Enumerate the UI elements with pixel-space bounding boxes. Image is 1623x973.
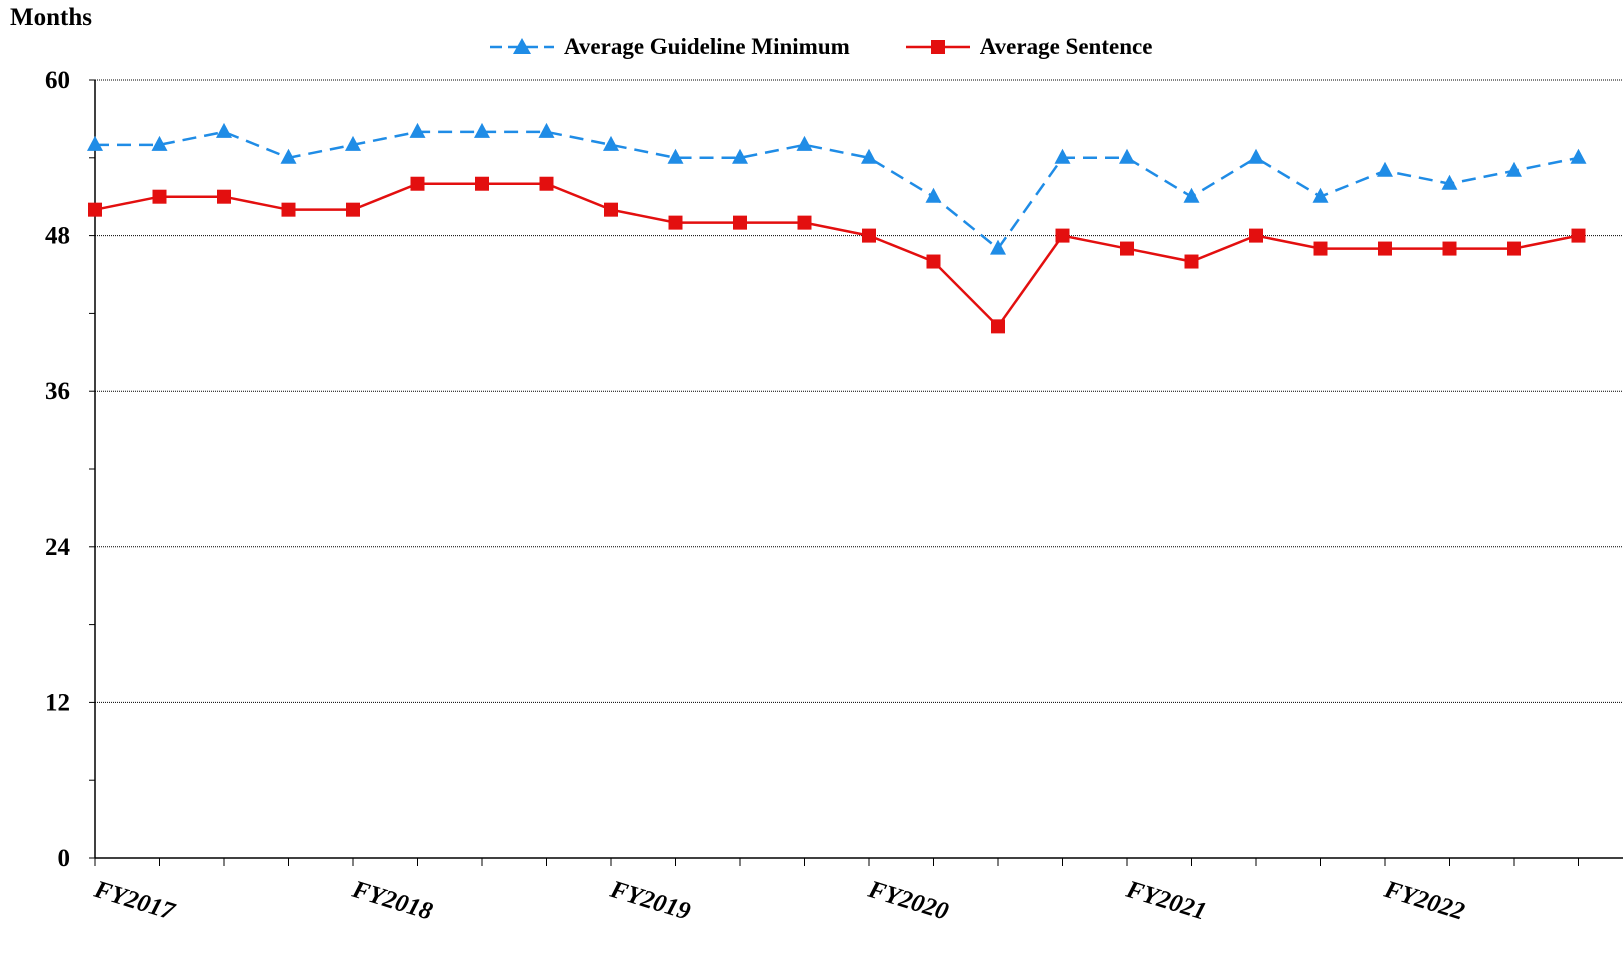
data-point-average-sentence — [217, 189, 231, 204]
data-point-average-sentence — [1313, 241, 1328, 256]
x-tick-label: FY2020 — [864, 876, 952, 926]
data-point-guideline-minimum — [1377, 161, 1393, 177]
data-point-average-sentence — [862, 228, 876, 243]
data-point-guideline-minimum — [151, 135, 168, 151]
data-point-guideline-minimum — [1183, 187, 1200, 203]
data-point-guideline-minimum — [667, 148, 684, 164]
data-point-average-sentence — [1249, 228, 1263, 243]
chart-legend: Average Guideline Minimum Average Senten… — [488, 34, 1152, 60]
y-tick-label: 60 — [45, 67, 70, 94]
legend-swatch-triangle-dashed-icon — [490, 38, 554, 54]
data-point-average-sentence — [88, 202, 102, 217]
y-tick-label: 0 — [58, 845, 71, 872]
x-tick-label: FY2019 — [606, 876, 694, 926]
data-point-guideline-minimum — [280, 148, 297, 164]
data-point-guideline-minimum — [345, 135, 361, 151]
data-point-guideline-minimum — [538, 122, 555, 138]
data-point-guideline-minimum — [87, 135, 103, 151]
series-line-guideline-minimum — [95, 130, 1579, 251]
data-point-average-sentence — [1055, 228, 1070, 243]
data-point-guideline-minimum — [796, 135, 813, 151]
data-point-guideline-minimum — [732, 148, 748, 164]
series-line-average-sentence — [94, 182, 1579, 329]
data-point-average-sentence — [1442, 241, 1457, 256]
data-point-average-sentence — [797, 215, 812, 230]
legend-label-average-sentence: Average Sentence — [979, 34, 1153, 59]
data-point-average-sentence — [281, 202, 296, 217]
data-point-guideline-minimum — [1441, 174, 1458, 190]
data-point-average-sentence — [926, 254, 941, 269]
data-point-guideline-minimum — [1054, 148, 1071, 164]
data-point-average-sentence — [604, 202, 618, 217]
data-point-average-sentence — [668, 215, 683, 230]
data-point-average-sentence — [1378, 241, 1392, 256]
data-point-average-sentence — [152, 189, 167, 204]
y-tick-label: 36 — [45, 378, 70, 405]
data-point-guideline-minimum — [1506, 161, 1522, 177]
y-tick-label: 12 — [45, 689, 70, 716]
legend-label-guideline-minimum: Average Guideline Minimum — [564, 34, 850, 59]
data-point-average-sentence — [410, 176, 425, 191]
data-point-guideline-minimum — [1312, 187, 1329, 203]
y-tick-label: 48 — [45, 223, 70, 250]
data-point-average-sentence — [991, 319, 1005, 334]
legend-item-average-sentence: Average Sentence — [904, 34, 1153, 60]
data-point-average-sentence — [1184, 254, 1199, 269]
data-point-average-sentence — [539, 176, 554, 191]
y-axis-title: Months — [10, 4, 92, 31]
data-point-guideline-minimum — [1119, 148, 1135, 164]
data-point-guideline-minimum — [990, 239, 1006, 255]
data-point-average-sentence — [475, 176, 489, 191]
data-point-guideline-minimum — [1570, 148, 1587, 164]
data-point-guideline-minimum — [603, 135, 619, 151]
data-point-guideline-minimum — [1248, 148, 1264, 164]
data-point-average-sentence — [1571, 228, 1586, 243]
data-point-average-sentence — [733, 215, 747, 230]
x-tick-label: FY2022 — [1380, 876, 1467, 926]
x-tick-label: FY2021 — [1122, 876, 1209, 926]
legend-item-guideline-minimum: Average Guideline Minimum — [488, 34, 850, 60]
data-point-average-sentence — [1120, 241, 1134, 256]
data-point-guideline-minimum — [925, 187, 942, 203]
x-tick-label: FY2018 — [348, 876, 436, 926]
y-tick-label: 24 — [45, 534, 71, 561]
data-point-guideline-minimum — [409, 122, 426, 138]
data-point-guideline-minimum — [216, 122, 232, 138]
data-point-average-sentence — [346, 202, 360, 217]
legend-swatch-square-solid-icon — [905, 40, 970, 54]
data-point-average-sentence — [1507, 241, 1521, 256]
data-point-guideline-minimum — [474, 122, 490, 138]
x-tick-label: FY2017 — [90, 876, 179, 927]
data-point-guideline-minimum — [861, 148, 877, 164]
